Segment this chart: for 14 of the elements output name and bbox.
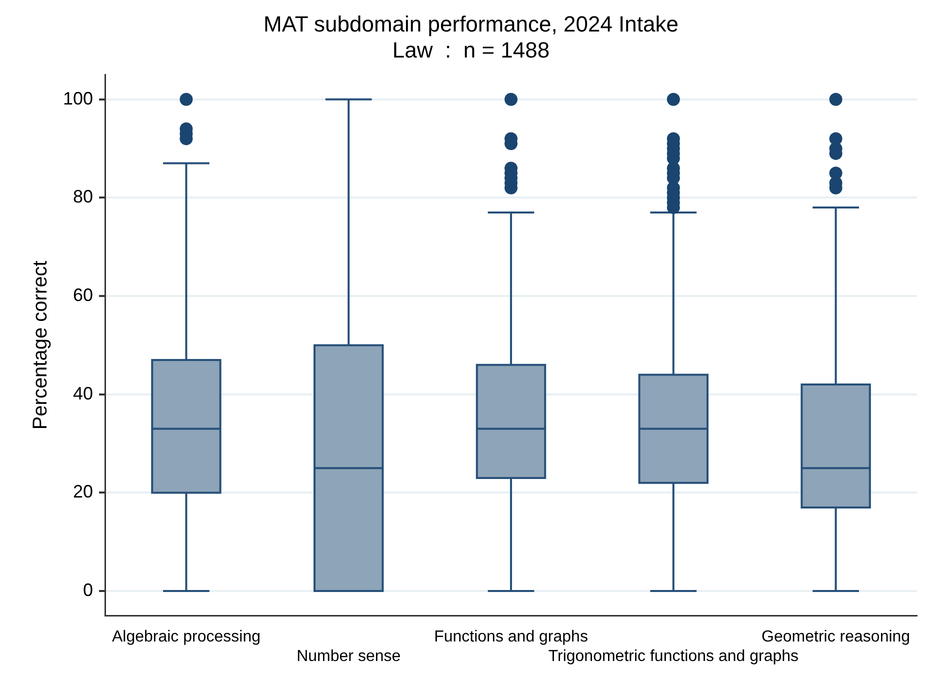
x-tick-label: Functions and graphs [434, 628, 588, 646]
y-tick-label: 60 [73, 285, 94, 306]
x-tick-label: Geometric reasoning [762, 628, 910, 646]
y-axis-title: Percentage correct [30, 260, 52, 430]
x-tick-label: Trigonometric functions and graphs [548, 648, 799, 665]
y-tick-label: 100 [62, 88, 94, 108]
y-tick-label: 0 [83, 580, 94, 600]
x-tick-label: Algebraic processing [112, 628, 260, 646]
y-tick-label: 40 [73, 383, 94, 404]
x-tick-label: Number sense [296, 648, 401, 665]
chart-subtitle: Law : n = 1488 [392, 38, 550, 63]
y-tick-label: 20 [73, 482, 94, 502]
y-tick-label: 80 [73, 186, 94, 207]
chart-title: MAT subdomain performance, 2024 Intake [264, 11, 678, 36]
